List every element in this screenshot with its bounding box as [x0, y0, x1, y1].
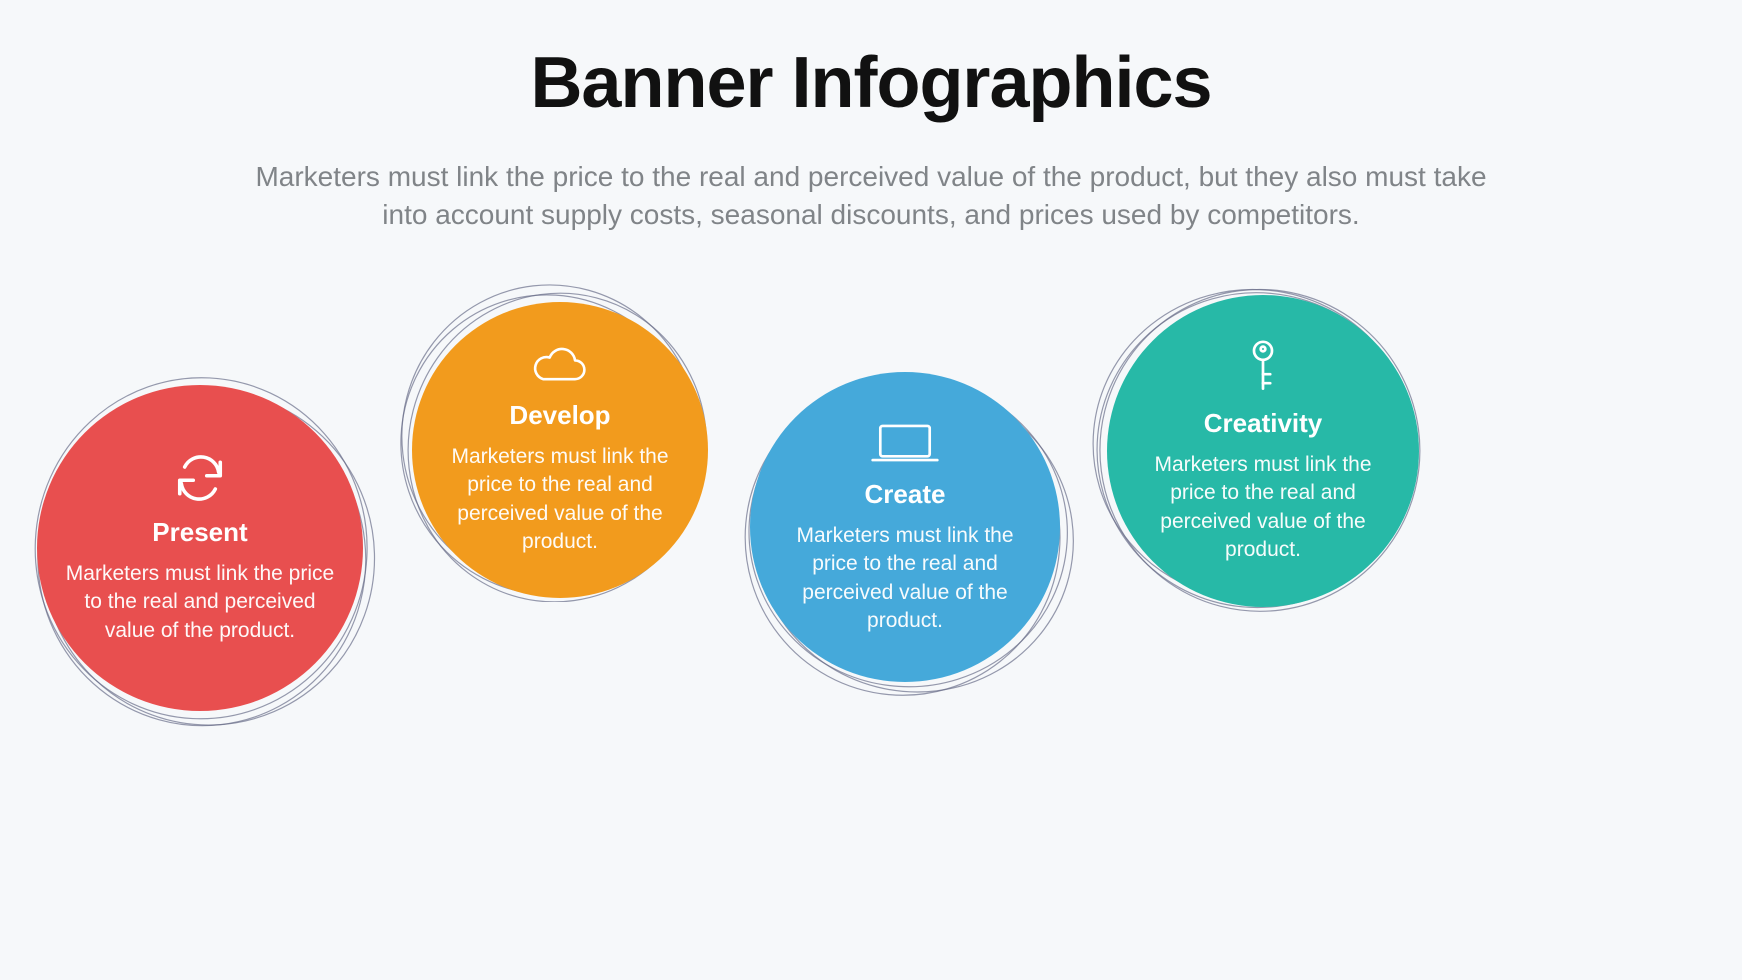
- refresh-icon: [173, 451, 227, 505]
- bubble-desc-present: Marketers must link the price to the rea…: [65, 560, 335, 645]
- bubble-desc-creativity: Marketers must link the price to the rea…: [1135, 451, 1391, 564]
- bubble-title-create: Create: [865, 479, 946, 510]
- bubble-fill-creativity: Creativity Marketers must link the price …: [1107, 295, 1419, 607]
- bubble-desc-develop: Marketers must link the price to the rea…: [440, 443, 680, 556]
- key-icon: [1245, 338, 1281, 396]
- cloud-icon: [530, 344, 590, 388]
- bubble-develop: Develop Marketers must link the price to …: [394, 282, 714, 602]
- laptop-icon: [867, 419, 943, 467]
- bubble-create: Create Marketers must link the price to t…: [744, 370, 1074, 700]
- bubble-fill-develop: Develop Marketers must link the price to …: [412, 302, 708, 598]
- bubble-fill-create: Create Marketers must link the price to t…: [750, 372, 1060, 682]
- bubble-title-creativity: Creativity: [1204, 408, 1323, 439]
- bubble-fill-present: Present Marketers must link the price to …: [37, 385, 363, 711]
- bubble-creativity: Creativity Marketers must link the price …: [1092, 278, 1426, 612]
- bubble-title-develop: Develop: [509, 400, 610, 431]
- bubble-present: Present Marketers must link the price to …: [32, 376, 384, 728]
- bubble-desc-create: Marketers must link the price to the rea…: [778, 522, 1032, 635]
- infographic-stage: Present Marketers must link the price to …: [0, 0, 1742, 980]
- bubble-title-present: Present: [152, 517, 247, 548]
